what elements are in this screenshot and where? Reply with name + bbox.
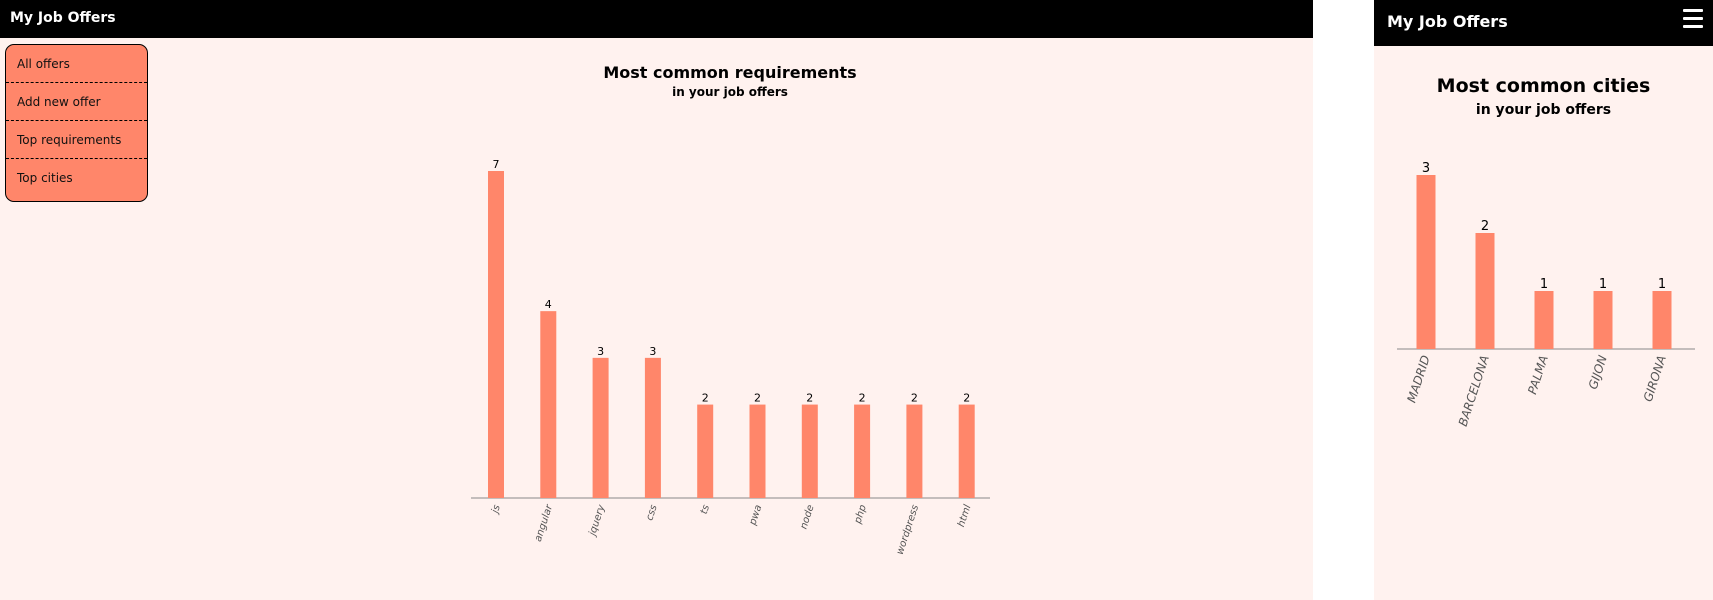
bar-value-label: 3 [1422,161,1430,176]
x-tick-label: GIRONA [1641,354,1669,404]
bar-girona [1652,291,1672,349]
nav-item-top-requirements[interactable]: Top requirements [6,121,147,159]
requirements-bar-chart: 7 js 4 angular 3 jquery 3 css 2 ts 2 pwa 2 node 2 php 2 w… [471,158,990,557]
cities-bar-chart: 3 MADRID 2 BARCELONA 1 PALMA 1 GIJON 1 GIRONA [1397,161,1695,428]
side-nav: All offers Add new offer Top requirement… [5,44,148,202]
bar-value-label: 2 [754,392,761,405]
x-tick-label: node [798,504,816,531]
x-tick-label: css [644,504,659,523]
bar-pwa [749,404,766,498]
chart-title: Most common requirements [603,63,857,82]
bar-value-label: 2 [702,392,709,405]
bar-value-label: 3 [597,345,604,358]
bar-value-label: 1 [1658,277,1666,292]
bar-palma [1534,291,1554,349]
chart-title: Most common cities [1436,75,1651,97]
bar-madrid [1416,175,1436,349]
bar-value-label: 7 [493,158,500,171]
bar-value-label: 2 [963,392,970,405]
x-tick-label: BARCELONA [1456,354,1492,428]
nav-item-all-offers[interactable]: All offers [6,45,147,83]
bar-value-label: 2 [859,392,866,405]
top-bar: My Job Offers [1374,0,1713,46]
bar-js [488,171,504,498]
app-title[interactable]: My Job Offers [10,10,116,26]
bar-angular [540,311,557,498]
bar-php [854,404,871,498]
x-tick-label: pwa [747,504,764,528]
bar-wordpress [906,404,923,498]
bar-value-label: 2 [806,392,813,405]
x-tick-label: GIJON [1586,354,1610,391]
x-tick-label: ts [699,504,712,516]
bar-ts [697,404,714,498]
bar-value-label: 4 [545,298,552,311]
hamburger-menu-icon[interactable] [1683,9,1703,29]
x-tick-label: MADRID [1404,354,1432,405]
top-bar: My Job Offers [0,0,1313,38]
chart-subtitle: in your job offers [672,85,788,99]
desktop-view: My Job Offers All offers Add new offer T… [0,0,1313,600]
nav-item-add-new-offer[interactable]: Add new offer [6,83,147,121]
bar-css [644,357,661,498]
x-tick-label: html [956,503,974,528]
bar-node [801,404,818,498]
bar-value-label: 1 [1599,277,1607,292]
bar-value-label: 3 [649,345,656,358]
x-tick-label: jquery [587,503,608,539]
app-title[interactable]: My Job Offers [1387,12,1508,31]
nav-item-top-cities[interactable]: Top cities [17,171,73,185]
bar-barcelona [1475,233,1495,349]
x-tick-label: php [852,504,869,526]
bar-jquery [592,357,609,498]
bar-value-label: 2 [911,392,918,405]
mobile-view: My Job Offers Most common cities in your… [1374,0,1713,600]
x-tick-label: angular [533,503,556,544]
bar-html [958,404,975,498]
chart-subtitle: in your job offers [1475,102,1612,118]
bar-value-label: 1 [1540,277,1548,292]
bar-value-label: 2 [1481,219,1489,234]
bar-gijon [1593,291,1613,349]
x-tick-label: PALMA [1525,354,1551,396]
x-tick-label: js [489,504,503,517]
x-tick-label: wordpress [895,504,921,557]
